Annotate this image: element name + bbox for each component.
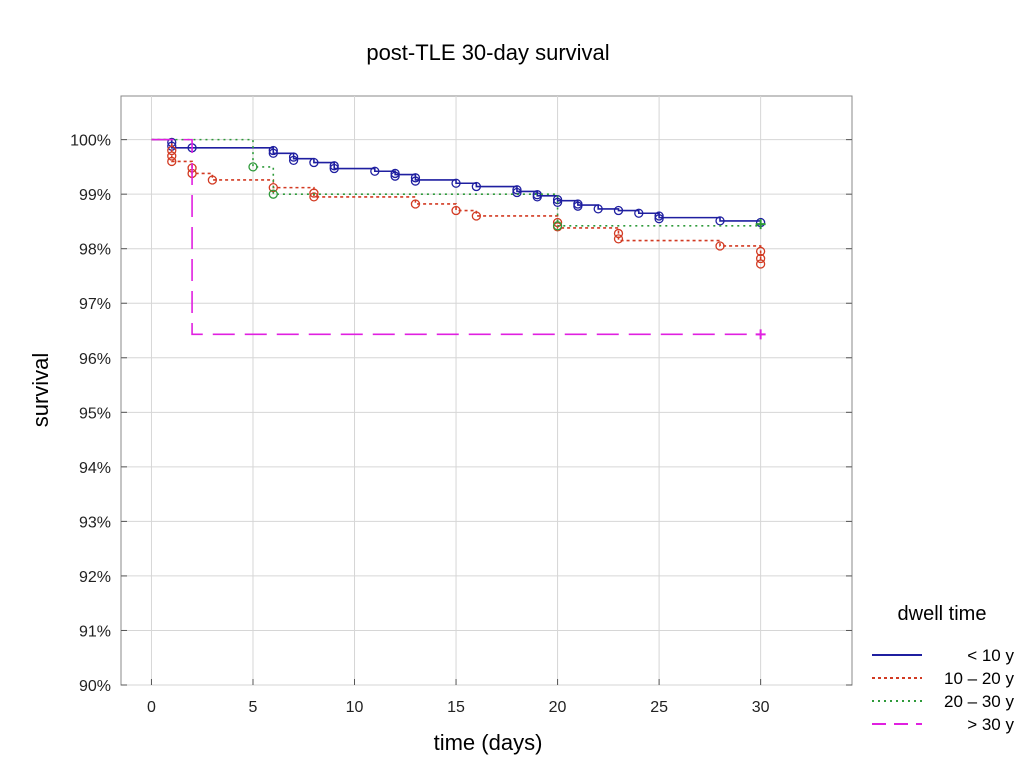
x-tick-label: 5 [249, 699, 258, 716]
chart-title: post-TLE 30-day survival [366, 40, 609, 65]
legend-title: dwell time [898, 603, 987, 625]
x-tick-label: 10 [346, 699, 364, 716]
x-tick-label: 25 [650, 699, 668, 716]
y-tick-label: 92% [79, 569, 111, 586]
censor-marker [207, 175, 218, 185]
legend-label-2: 20 – 30 y [944, 692, 1014, 711]
y-tick-label: 96% [79, 351, 111, 368]
censor-marker [268, 148, 278, 158]
censor-marker [654, 211, 664, 221]
censor-marker [309, 188, 319, 198]
y-tick-label: 100% [70, 133, 111, 150]
censor-marker [288, 155, 299, 166]
y-tick-label: 94% [79, 460, 111, 477]
censor-marker [471, 181, 481, 192]
series-line-0 [151, 138, 762, 223]
censor-marker [613, 205, 624, 216]
plot-area [120, 95, 853, 686]
censor-marker [755, 259, 766, 269]
series-group [151, 137, 766, 340]
censor-marker [532, 192, 542, 202]
censor-marker [552, 221, 563, 231]
censor-marker [715, 241, 725, 251]
censor-marker [390, 171, 400, 181]
censor-marker [451, 178, 461, 188]
axis-ticks: 0 5 10 15 20 25 30 90% 91% 92% 93% 94% 95% 96% 97% 98% 9… [70, 133, 852, 716]
censor-marker [573, 201, 583, 211]
censor-marker [410, 176, 421, 186]
censor-marker [268, 145, 278, 156]
censor-marker [410, 199, 421, 209]
censor-marker [613, 234, 624, 244]
y-tick-label: 99% [79, 187, 111, 204]
y-axis-title: survival [28, 353, 53, 428]
y-tick-label: 97% [79, 296, 111, 313]
censor-marker [552, 197, 563, 207]
legend: dwell time < 10 y 10 – 20 y 20 – 30 y > 30 … [872, 603, 1014, 734]
y-tick-label: 95% [79, 405, 111, 422]
censor-marker [755, 253, 766, 264]
censor-marker [288, 152, 299, 162]
censor-marker [167, 156, 177, 167]
censor-marker [613, 228, 624, 239]
y-tick-label: 98% [79, 242, 111, 259]
censor-marker [167, 145, 177, 156]
censor-marker [390, 168, 400, 179]
series-line-3 [151, 138, 761, 336]
censor-mark-end [755, 219, 766, 230]
censor-marker [329, 163, 339, 174]
censor-marker [248, 162, 258, 172]
x-tick-label: 0 [147, 699, 156, 716]
censor-marker [167, 151, 177, 161]
grid [121, 96, 852, 686]
censor-marker [309, 157, 319, 168]
censor-marker [755, 246, 766, 257]
y-tick-label: 90% [79, 678, 111, 695]
legend-label-1: 10 – 20 y [944, 669, 1014, 688]
censor-marker [309, 192, 319, 202]
censor-marker [329, 161, 339, 171]
censor-mark-end [755, 329, 766, 340]
legend-label-0: < 10 y [967, 646, 1014, 665]
censor-marker [654, 214, 664, 224]
x-tick-label: 15 [447, 699, 465, 716]
censor-marker [451, 205, 461, 216]
censor-marker [268, 189, 278, 199]
y-tick-label: 93% [79, 514, 111, 531]
censor-marker [471, 211, 481, 221]
censor-marker [410, 173, 421, 183]
legend-label-3: > 30 y [967, 715, 1014, 734]
y-tick-label: 91% [79, 623, 111, 640]
x-tick-label: 30 [752, 699, 770, 716]
x-tick-label: 20 [549, 699, 567, 716]
x-axis-title: time (days) [434, 730, 543, 755]
censor-marker [715, 216, 725, 226]
censor-marker [268, 182, 278, 193]
censor-marker [593, 204, 603, 214]
censor-marker [512, 187, 522, 198]
censor-marker [634, 208, 644, 218]
censor-marker [370, 166, 380, 176]
